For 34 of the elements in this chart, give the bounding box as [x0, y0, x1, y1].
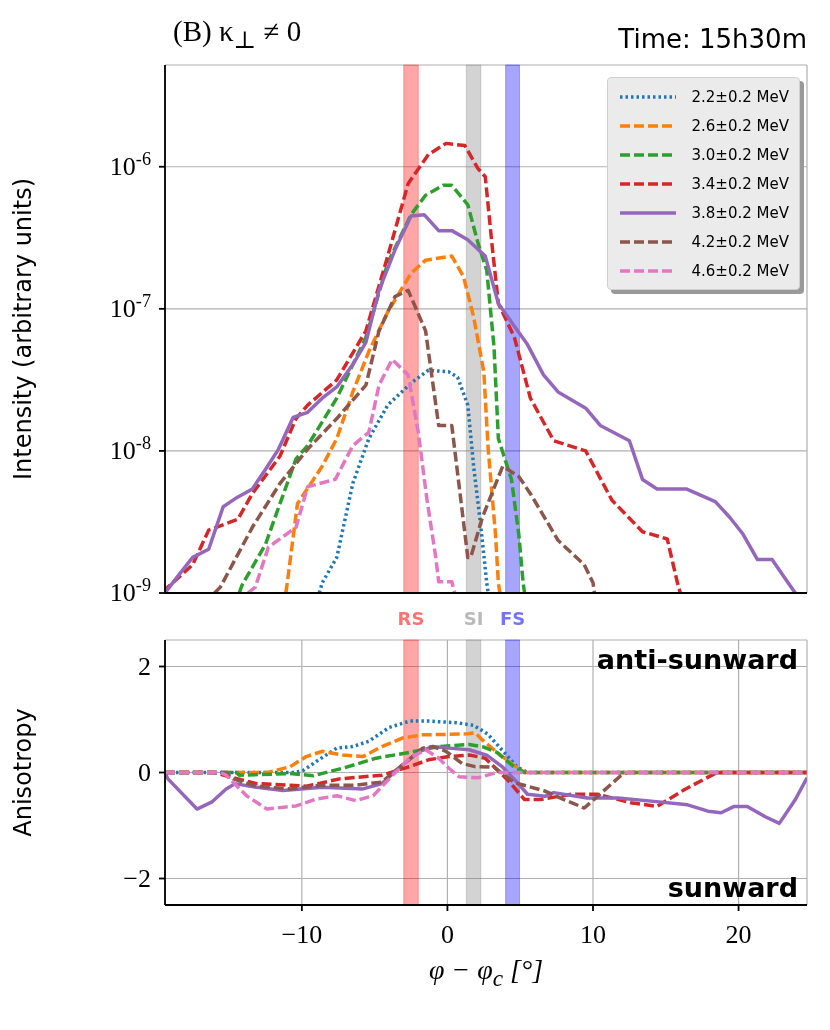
x-tick-label: 10 — [580, 920, 606, 949]
band-label: RS — [397, 608, 425, 629]
y-tick-label: 10$^{-8}$ — [109, 432, 151, 465]
y-tick-label: 2 — [138, 651, 151, 681]
y-tick-label: 0 — [138, 757, 151, 787]
y-tick-label: 10$^{-7}$ — [109, 290, 151, 323]
line-series — [317, 368, 490, 593]
legend-label: 4.6±0.2 MeV — [691, 261, 789, 280]
legend-label: 3.4±0.2 MeV — [691, 174, 789, 193]
line-series — [212, 288, 597, 593]
band-label: SI — [463, 608, 484, 629]
line-series — [165, 141, 683, 593]
x-tick-label: 20 — [725, 920, 752, 949]
chart-title: (B) κ$_{⊥}$ ≠ 0 — [173, 15, 302, 54]
legend-label: 3.8±0.2 MeV — [691, 203, 789, 222]
y-axis-title: Intensity (arbitrary units) — [8, 178, 37, 480]
x-axis-title: φ − φ$_{c}$ [°] — [427, 954, 545, 992]
y-axis-title: Anisotropy — [8, 708, 37, 837]
y-tick-label: −2 — [123, 863, 151, 893]
legend-label: 3.0±0.2 MeV — [691, 145, 789, 164]
y-tick-label: 10$^{-9}$ — [109, 575, 151, 607]
line-series — [284, 254, 502, 593]
band-label: FS — [499, 608, 526, 629]
chart-subtitle: Time: 15h30m — [618, 24, 807, 54]
line-series — [246, 357, 457, 593]
legend-label: 2.2±0.2 MeV — [691, 87, 789, 106]
annotation: anti-sunward — [596, 644, 798, 675]
y-tick-label: 10$^{-6}$ — [109, 148, 151, 181]
x-tick-label: −10 — [281, 920, 323, 949]
annotation: sunward — [667, 872, 798, 903]
legend-label: 4.2±0.2 MeV — [691, 232, 789, 251]
legend-label: 2.6±0.2 MeV — [691, 116, 789, 135]
x-tick-label: 0 — [440, 920, 454, 949]
line-series — [237, 183, 527, 593]
